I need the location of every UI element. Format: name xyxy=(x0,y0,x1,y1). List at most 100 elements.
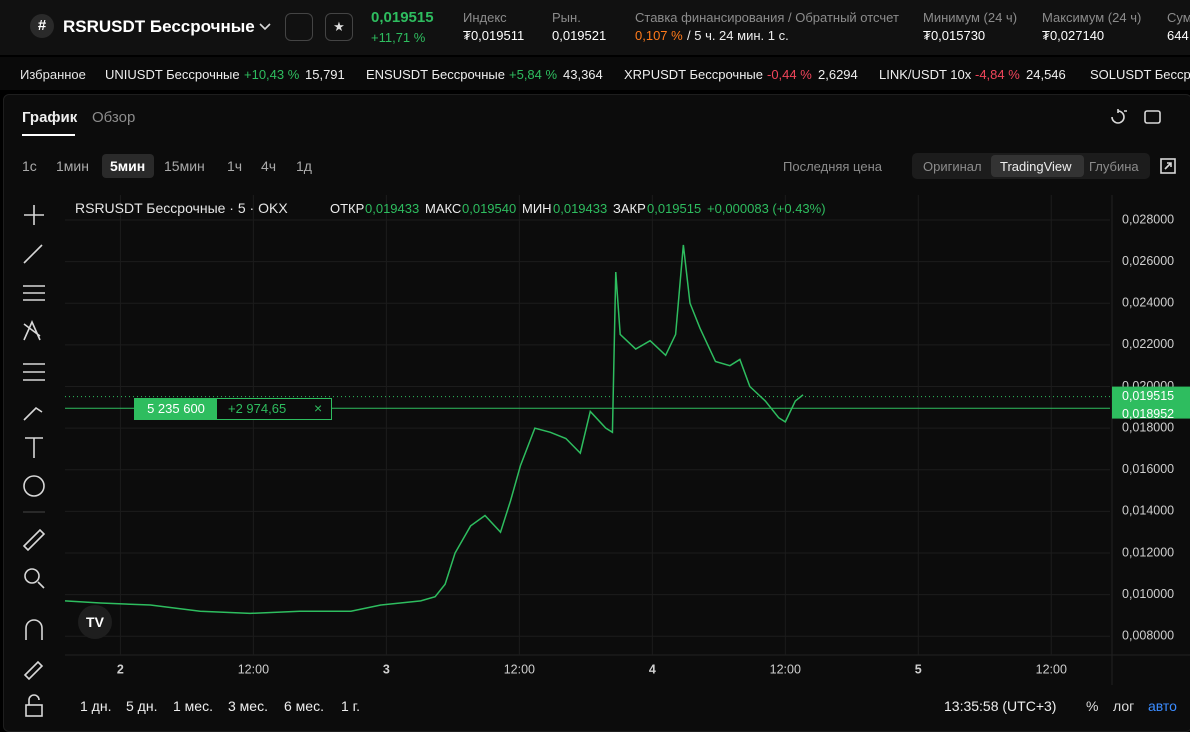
interval-selected xyxy=(102,154,154,178)
ticker-change: +10,43 % xyxy=(244,67,300,82)
ticker-price: 15,791 xyxy=(305,67,345,82)
stat-label: Ставка финансирования / Обратный отсчет xyxy=(635,10,899,25)
y-tick-label: 0,010000 xyxy=(1122,587,1174,601)
chevron[interactable] xyxy=(258,19,272,33)
interval[interactable]: 1мин xyxy=(56,158,89,174)
position-size: 5 235 600 xyxy=(135,399,217,419)
y-tick-label: 0,008000 xyxy=(1122,629,1174,643)
view[interactable]: Глубина xyxy=(1089,159,1139,174)
interval[interactable]: 1ч xyxy=(227,158,243,174)
y-tick-label: 0,012000 xyxy=(1122,545,1174,559)
view[interactable]: Оригинал xyxy=(923,159,982,174)
legend-label: МИН xyxy=(522,201,552,216)
ticker-price: 24,546 xyxy=(1026,67,1066,82)
x-tick-label: 12:00 xyxy=(1036,662,1067,676)
range[interactable]: 3 мес. xyxy=(228,698,268,714)
last-price: 0,019515 xyxy=(371,9,434,26)
tab[interactable]: Обзор xyxy=(92,109,136,126)
y-tick-label: 0,024000 xyxy=(1122,296,1174,310)
tv-logo: TV xyxy=(78,605,112,639)
stat-value: ₮0,015730 xyxy=(923,28,986,43)
view[interactable]: TradingView xyxy=(1000,159,1072,174)
ticker-price: 43,364 xyxy=(563,67,603,82)
axis-option[interactable]: авто xyxy=(1148,698,1177,714)
range[interactable]: 1 мес. xyxy=(173,698,213,714)
stat-value: 0,107 % xyxy=(635,28,683,43)
y-tick-label: 0,022000 xyxy=(1122,337,1174,351)
book-button[interactable] xyxy=(285,13,313,41)
interval[interactable]: 1д xyxy=(296,158,312,174)
y-tick-label: 0,026000 xyxy=(1122,254,1174,268)
y-tick-label: 0,018000 xyxy=(1122,420,1174,434)
drawing-tools[interactable] xyxy=(20,200,48,720)
range[interactable]: 5 дн. xyxy=(126,698,158,714)
x-tick-label: 3 xyxy=(383,662,390,676)
header-bar xyxy=(0,0,1190,55)
legend-label: ОТКР xyxy=(330,201,365,216)
panel-icons[interactable] xyxy=(1110,108,1170,126)
x-tick-label: 4 xyxy=(649,662,656,676)
legend-change: +0,000083 (+0.43%) xyxy=(707,201,826,216)
clock: 13:35:58 (UTC+3) xyxy=(944,698,1057,714)
tab[interactable]: График xyxy=(22,109,78,126)
stat-label: Минимум (24 ч) xyxy=(923,10,1018,25)
range[interactable]: 6 мес. xyxy=(284,698,324,714)
axis-option[interactable]: лог xyxy=(1113,698,1135,714)
price-line xyxy=(64,244,804,615)
ticker-change: -4,84 % xyxy=(975,67,1020,82)
range[interactable]: 1 г. xyxy=(341,698,360,714)
legend-value: 0,019540 xyxy=(462,201,517,216)
price-source[interactable]: Последняя цена xyxy=(783,159,882,174)
legend-title: RSRUSDT Бессрочные · 5 · OKX xyxy=(75,200,288,216)
legend-label: ЗАКР xyxy=(613,201,646,216)
position-pnl: +2 974,65 xyxy=(228,401,287,416)
symbol-icon: # xyxy=(30,14,54,38)
x-tick-label: 12:00 xyxy=(770,662,801,676)
ticker-change: -0,44 % xyxy=(767,67,812,82)
ticker-name[interactable]: ENSUSDT Бессрочные xyxy=(366,67,505,82)
ticker-strip xyxy=(0,57,1190,90)
y-tick-label: 0,014000 xyxy=(1122,504,1174,518)
stat-extra: / 5 ч. 24 мин. 1 с. xyxy=(687,28,789,43)
symbol[interactable]: RSRUSDT Бессрочные xyxy=(63,17,255,36)
legend-value: 0,019433 xyxy=(553,201,608,216)
stat-label: Максимум (24 ч) xyxy=(1042,10,1142,25)
stat-value: ₮0,027140 xyxy=(1042,28,1105,43)
position-price-label: 0,018952 xyxy=(1122,407,1174,421)
ticker-change: +5,84 % xyxy=(509,67,558,82)
legend-label: МАКС xyxy=(425,201,462,216)
last-price-label: 0,019515 xyxy=(1122,389,1174,403)
favorites-label: Избранное xyxy=(20,67,86,82)
price-change: +11,71 % xyxy=(371,30,426,45)
stat-value: ₮0,019511 xyxy=(463,28,525,43)
range[interactable]: 1 дн. xyxy=(80,698,112,714)
ticker-price: 2,6294 xyxy=(818,67,858,82)
ticker-name[interactable]: LINK/USDT 10x xyxy=(879,67,972,82)
position-close[interactable]: × xyxy=(314,400,323,416)
interval[interactable]: 4ч xyxy=(261,158,277,174)
ticker-name[interactable]: UNIUSDT Бессрочные xyxy=(105,67,240,82)
x-tick-label: 5 xyxy=(915,662,922,676)
interval[interactable]: 5мин xyxy=(110,158,146,174)
x-tick-label: 12:00 xyxy=(504,662,535,676)
stat-label: Рын. xyxy=(552,10,581,25)
x-tick-label: 12:00 xyxy=(238,662,269,676)
favorite-button[interactable]: ★ xyxy=(325,13,353,41)
ticker-name[interactable]: SOLUSDT Бессрочные xyxy=(1090,67,1190,82)
interval[interactable]: 15мин xyxy=(164,158,205,174)
expand-icon[interactable] xyxy=(1160,158,1176,174)
y-tick-label: 0,016000 xyxy=(1122,462,1174,476)
y-tick-label: 0,028000 xyxy=(1122,212,1174,226)
interval[interactable]: 1с xyxy=(22,158,37,174)
stat-value: 644 xyxy=(1167,28,1189,43)
legend-value: 0,019515 xyxy=(647,201,702,216)
tab-underline xyxy=(22,134,75,136)
axis-option[interactable]: % xyxy=(1086,698,1099,714)
ticker-name[interactable]: XRPUSDT Бессрочные xyxy=(624,67,763,82)
view-selected xyxy=(991,155,1084,177)
stat-value: 0,019521 xyxy=(552,28,607,43)
x-tick-label: 2 xyxy=(117,662,124,676)
stat-label: Индекс xyxy=(463,10,507,25)
